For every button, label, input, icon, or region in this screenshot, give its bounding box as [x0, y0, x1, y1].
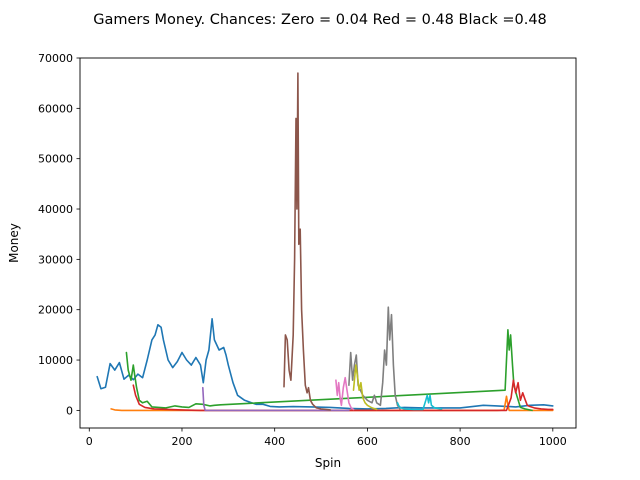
- chart-title: Gamers Money. Chances: Zero = 0.04 Red =…: [93, 12, 547, 28]
- series-line-3: [125, 328, 533, 412]
- x-tick-label: 400: [264, 435, 285, 448]
- x-tick-label: 600: [357, 435, 378, 448]
- y-axis: 0 10000 20000 30000 40000 50000 60000 70000: [38, 52, 80, 417]
- x-tick-label: 1000: [539, 435, 567, 448]
- y-tick-label: 50000: [38, 153, 73, 166]
- series-line-1: [96, 317, 554, 410]
- series-line-9: [352, 364, 378, 411]
- series-line-4: [132, 379, 554, 412]
- plot-frame: [79, 57, 577, 429]
- plot-area: [79, 57, 577, 429]
- series-line-10: [396, 394, 443, 411]
- y-tick-label: 60000: [38, 102, 73, 115]
- y-axis-label: Money: [7, 223, 21, 263]
- y-tick-label: 30000: [38, 253, 73, 266]
- x-axis-label: Spin: [315, 456, 341, 470]
- y-tick-label: 40000: [38, 203, 73, 216]
- series-line-7: [335, 376, 355, 411]
- y-tick-label: 0: [66, 404, 73, 417]
- y-tick-label: 20000: [38, 304, 73, 317]
- x-tick-label: 0: [86, 435, 93, 448]
- x-axis: 0 200 400 600 800 1000: [86, 428, 567, 448]
- y-tick-label: 10000: [38, 354, 73, 367]
- series-line-6: [283, 72, 332, 411]
- series-layer: [96, 72, 554, 412]
- series-line-5: [202, 386, 350, 412]
- y-tick-label: 70000: [38, 52, 73, 65]
- plot-background: [80, 58, 576, 428]
- x-tick-label: 200: [171, 435, 192, 448]
- series-line-8: [348, 306, 401, 410]
- x-tick-label: 800: [450, 435, 471, 448]
